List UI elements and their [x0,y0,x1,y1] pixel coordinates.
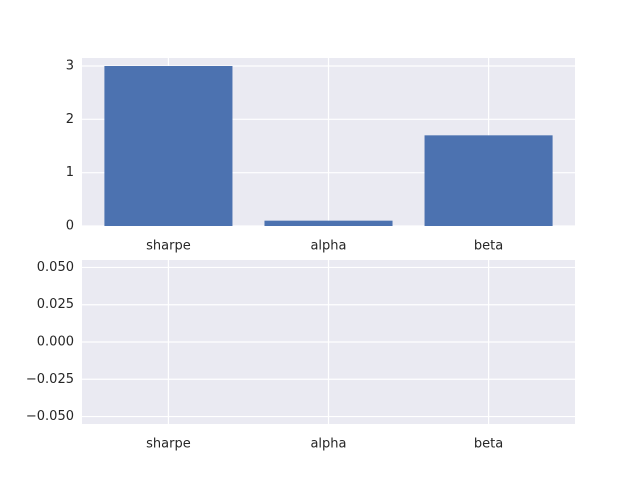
bar [424,135,553,226]
x-tick-label: sharpe [146,437,191,452]
y-tick-label: 0 [66,219,74,234]
x-tick-label: alpha [310,437,346,452]
y-tick-label: −0.050 [26,409,74,424]
x-tick-label: beta [474,437,503,452]
x-tick-label: sharpe [146,239,191,254]
y-tick-label: 3 [66,59,74,74]
x-tick-label: beta [474,239,503,254]
bar [104,66,233,226]
y-tick-label: 0.025 [37,297,74,312]
y-tick-label: 0.000 [37,335,74,350]
x-tick-label: alpha [310,239,346,254]
y-tick-label: −0.025 [26,372,74,387]
y-tick-label: 1 [66,165,74,180]
bar [264,220,393,226]
y-tick-label: 2 [66,112,74,127]
y-tick-label: 0.050 [37,260,74,275]
